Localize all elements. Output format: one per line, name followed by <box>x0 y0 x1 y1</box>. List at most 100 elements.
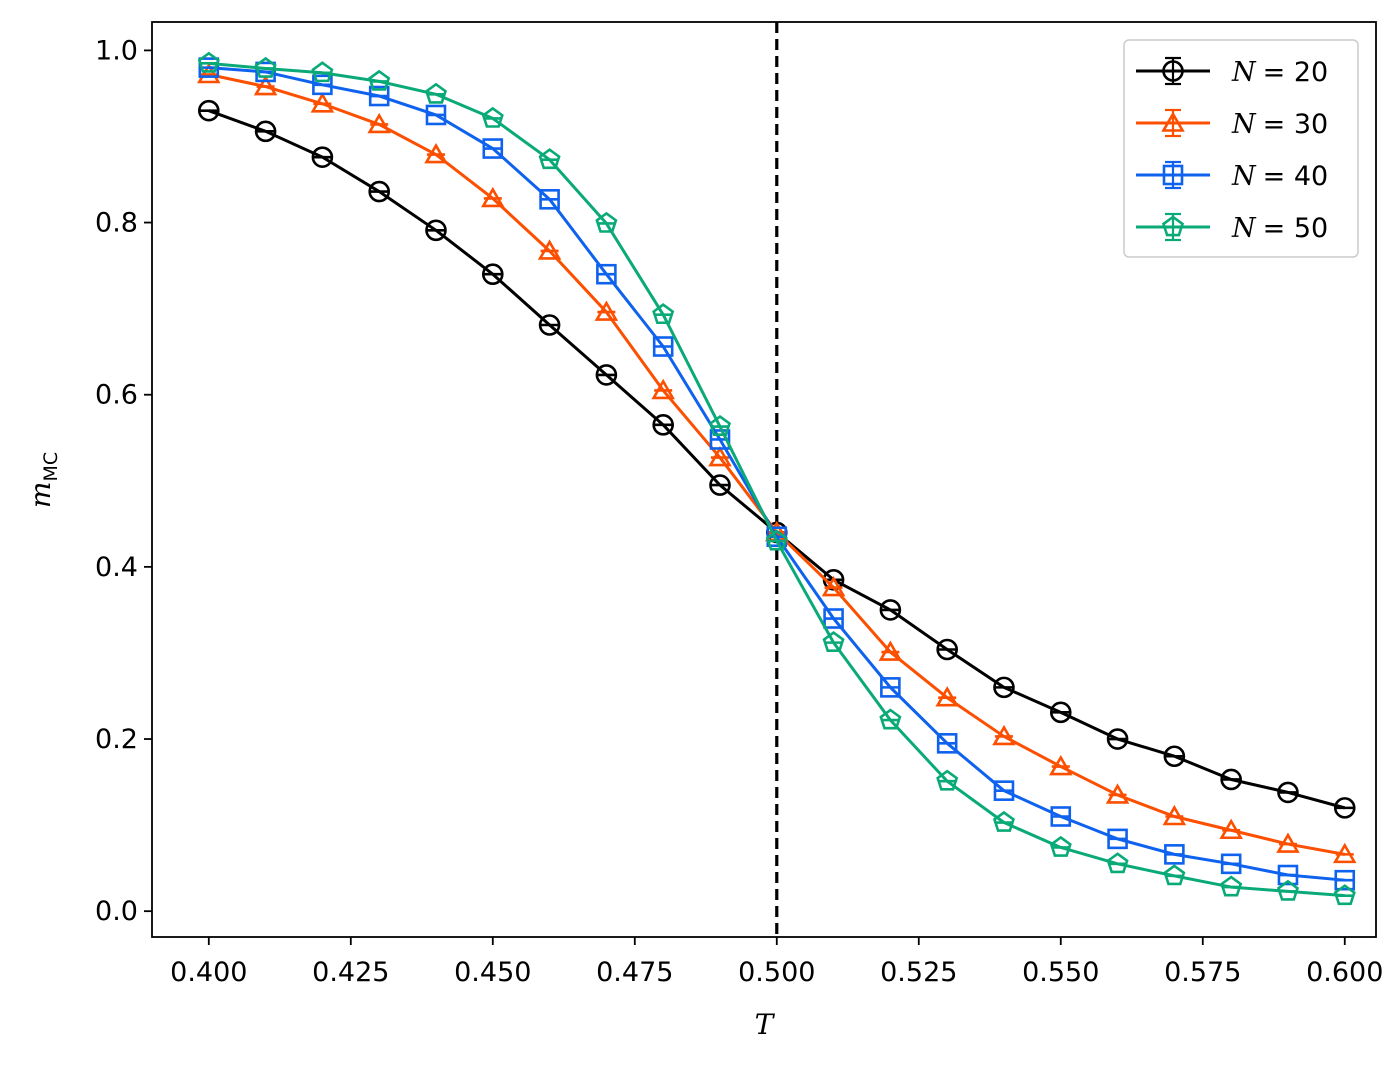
data-point <box>424 142 448 164</box>
y-tick-label: 0.2 <box>95 724 138 755</box>
y-tick-label: 0.4 <box>95 552 138 583</box>
data-point <box>652 336 674 357</box>
data-point <box>936 769 959 791</box>
data-point <box>367 112 391 134</box>
data-point <box>936 638 958 661</box>
data-point <box>539 189 560 210</box>
data-point <box>595 211 618 233</box>
data-point <box>311 146 334 168</box>
y-axis-ticks: 0.0 0.2 0.4 0.6 0.8 1.0 <box>95 35 152 927</box>
data-point <box>594 300 619 321</box>
series-N-40 <box>198 57 1356 891</box>
legend-label-val: = 40 <box>1263 161 1329 192</box>
data-point <box>311 61 334 83</box>
data-point <box>425 219 447 242</box>
data-point <box>1163 745 1186 768</box>
data-point <box>651 378 675 400</box>
data-point <box>879 708 902 730</box>
data-point <box>537 239 562 260</box>
data-point <box>254 56 277 78</box>
x-tick-label: 0.475 <box>596 957 673 988</box>
legend-item: N = 20 <box>1136 56 1328 88</box>
data-point <box>312 74 333 96</box>
data-point <box>709 474 731 496</box>
x-tick-label: 0.550 <box>1022 957 1099 988</box>
y-tick-label: 0.0 <box>95 896 138 927</box>
data-point <box>879 599 902 621</box>
x-tick-label: 0.525 <box>880 957 957 988</box>
y-tick-label: 0.8 <box>95 208 138 239</box>
data-point <box>1050 806 1072 827</box>
data-point <box>368 69 391 91</box>
data-point <box>1219 818 1243 840</box>
data-point <box>198 57 220 78</box>
data-point <box>935 686 959 707</box>
data-point <box>1334 869 1356 891</box>
data-point <box>595 364 618 386</box>
y-axis-label-subscript: MC <box>40 452 62 482</box>
data-point <box>1107 828 1128 850</box>
series-N-50 <box>197 51 1356 906</box>
data-point <box>1277 864 1299 886</box>
data-point <box>822 631 845 653</box>
data-point <box>1105 783 1130 804</box>
data-point <box>1277 781 1299 804</box>
data-point <box>1220 875 1243 897</box>
legend-box <box>1123 39 1359 258</box>
data-point <box>255 61 276 83</box>
data-point <box>368 85 390 107</box>
data-point <box>481 186 505 208</box>
data-point <box>878 640 903 661</box>
data-point <box>1049 701 1072 724</box>
data-point <box>652 414 674 436</box>
data-point <box>1162 804 1187 826</box>
data-point <box>823 608 844 629</box>
data-point <box>821 575 846 597</box>
data-point <box>1332 842 1357 864</box>
data-point <box>197 99 220 122</box>
legend-label-val: = 50 <box>1263 213 1329 244</box>
data-point <box>1106 852 1129 874</box>
y-tick-label: 0.6 <box>95 380 138 411</box>
data-point <box>424 82 448 104</box>
legend-marker <box>1162 164 1184 186</box>
data-point <box>1048 754 1073 776</box>
data-point <box>992 810 1016 832</box>
x-tick-label: 0.400 <box>170 957 247 988</box>
plot-frame <box>151 21 1377 938</box>
legend-item: N = 40 <box>1136 160 1329 192</box>
data-point <box>708 414 732 436</box>
y-axis-label: mMC <box>24 452 62 508</box>
data-point <box>1220 853 1242 875</box>
y-tick-label: 1.0 <box>95 35 138 66</box>
data-point <box>936 733 958 754</box>
legend: N = 20N = 30N = 40N = 50 <box>1123 39 1359 258</box>
data-point <box>709 429 731 450</box>
data-point <box>1163 864 1186 886</box>
data-point <box>254 120 277 143</box>
legend-marker <box>1161 111 1185 132</box>
legend-label-var: N <box>1231 213 1257 244</box>
data-point <box>368 180 390 203</box>
data-point <box>992 724 1016 746</box>
x-tick-label: 0.575 <box>1164 957 1241 988</box>
legend-label-val: = 20 <box>1263 57 1329 88</box>
x-tick-label: 0.500 <box>738 957 815 988</box>
legend-item: N = 30 <box>1136 108 1328 140</box>
x-tick-label: 0.450 <box>454 957 531 988</box>
x-axis-ticks: 0.400 0.425 0.450 0.475 0.500 0.525 0.550 0.575… <box>170 937 1383 988</box>
legend-marker <box>1162 60 1184 82</box>
legend-label: N = 20 <box>1231 57 1328 88</box>
data-point <box>310 92 335 113</box>
data-point <box>993 676 1015 699</box>
data-point <box>708 445 732 467</box>
legend-label: N = 30 <box>1231 109 1328 140</box>
data-point <box>1049 835 1072 857</box>
data-point <box>1220 768 1242 791</box>
data-point <box>481 263 504 286</box>
legend-label-val: = 30 <box>1263 109 1329 140</box>
legend-label-var: N <box>1231 109 1257 140</box>
data-point <box>482 138 504 159</box>
data-point <box>425 104 447 126</box>
